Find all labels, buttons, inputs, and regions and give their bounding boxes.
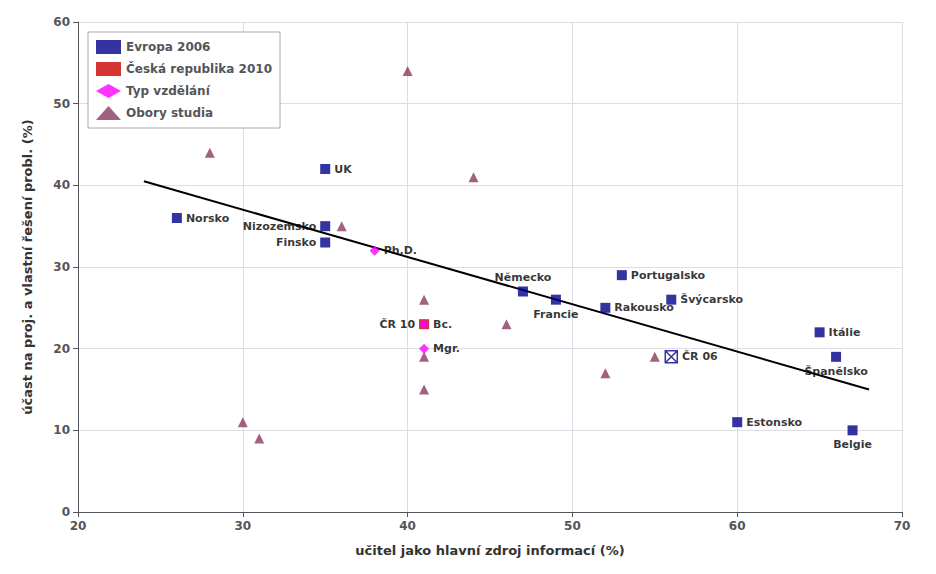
- svg-text:účast na proj. a vlastní řešen: účast na proj. a vlastní řešení probl. (…: [20, 119, 35, 414]
- svg-text:60: 60: [729, 519, 746, 533]
- svg-text:Itálie: Itálie: [829, 326, 861, 339]
- svg-text:20: 20: [70, 519, 87, 533]
- svg-text:Německo: Německo: [495, 271, 552, 284]
- svg-text:Finsko: Finsko: [276, 236, 317, 249]
- svg-text:Francie: Francie: [533, 308, 578, 321]
- svg-text:50: 50: [53, 97, 70, 111]
- svg-text:30: 30: [234, 519, 251, 533]
- svg-text:Portugalsko: Portugalsko: [631, 269, 706, 282]
- svg-text:učitel jako hlavní zdroj infor: učitel jako hlavní zdroj informací (%): [355, 543, 624, 558]
- svg-text:40: 40: [399, 519, 416, 533]
- svg-text:ČR 06: ČR 06: [682, 350, 718, 363]
- svg-text:Švýcarsko: Švýcarsko: [680, 293, 743, 306]
- svg-text:Španělsko: Španělsko: [804, 365, 868, 378]
- svg-text:40: 40: [53, 178, 70, 192]
- svg-text:Česká republika 2010: Česká republika 2010: [126, 61, 272, 76]
- svg-text:Mgr.: Mgr.: [433, 342, 460, 355]
- svg-text:ČR 10: ČR 10: [379, 318, 415, 331]
- svg-text:50: 50: [564, 519, 581, 533]
- svg-text:Ph.D.: Ph.D.: [384, 244, 417, 257]
- svg-text:Rakousko: Rakousko: [614, 301, 674, 314]
- svg-text:Nizozemsko: Nizozemsko: [243, 220, 317, 233]
- svg-text:Estonsko: Estonsko: [746, 416, 802, 429]
- svg-text:0: 0: [62, 505, 70, 519]
- svg-text:Belgie: Belgie: [833, 438, 872, 451]
- svg-text:UK: UK: [334, 163, 352, 176]
- svg-text:60: 60: [53, 15, 70, 29]
- svg-text:70: 70: [894, 519, 911, 533]
- svg-text:Typ vzdělání: Typ vzdělání: [126, 84, 211, 98]
- svg-text:10: 10: [53, 423, 70, 437]
- svg-text:20: 20: [53, 342, 70, 356]
- svg-text:Bc.: Bc.: [433, 318, 452, 331]
- svg-text:Norsko: Norsko: [186, 212, 230, 225]
- svg-text:Evropa 2006: Evropa 2006: [126, 40, 210, 54]
- svg-text:Obory studia: Obory studia: [126, 106, 213, 120]
- svg-text:30: 30: [53, 260, 70, 274]
